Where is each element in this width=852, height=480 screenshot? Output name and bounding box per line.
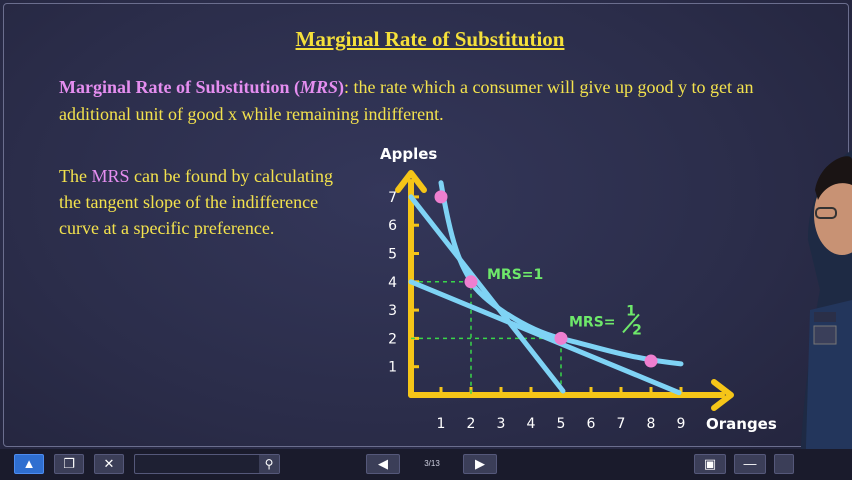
- y-tick-label: 4: [388, 275, 397, 291]
- minimize-button[interactable]: —: [734, 454, 766, 474]
- tools-button[interactable]: ✕: [94, 454, 124, 474]
- pin-button[interactable]: ▲: [14, 454, 44, 474]
- x-tick-label: 5: [557, 416, 566, 432]
- y-tick-label: 2: [388, 331, 397, 347]
- y-axis-arrow: [395, 170, 427, 193]
- x-tick-label: 4: [527, 416, 536, 432]
- definition-abbr: MRS: [300, 77, 339, 97]
- y-tick-label: 1: [388, 360, 397, 376]
- explanation-post: can be found by calculating the tangent …: [59, 166, 333, 238]
- tools-icon: ✕: [103, 456, 115, 471]
- x-tick-label: 7: [617, 416, 626, 432]
- presentation-toolbar: ▲ ❐ ✕ ⚲ ◀ 3/13 ▶ ▣ —: [0, 449, 852, 480]
- bundle-point: [554, 331, 568, 345]
- next-slide-button[interactable]: ▶: [463, 454, 497, 474]
- explanation-pre: The: [59, 166, 92, 186]
- windows-icon: ❐: [63, 456, 75, 471]
- search-input[interactable]: ⚲: [134, 454, 280, 474]
- mrs-half-fraction-bar: [622, 313, 640, 334]
- next-icon: ▶: [475, 456, 485, 471]
- y-tick-label: 6: [388, 218, 397, 234]
- prev-icon: ◀: [378, 456, 388, 471]
- y-tick-label: 7: [388, 190, 397, 206]
- tangent-line-mrs-1: [408, 194, 566, 394]
- x-tick-label: 9: [677, 416, 686, 432]
- definition-term: Marginal Rate of Substitution (: [59, 77, 301, 97]
- bundle-point: [434, 190, 448, 204]
- x-tick-label: 8: [647, 416, 656, 432]
- guide-line: [411, 337, 562, 395]
- windows-button[interactable]: ❐: [54, 454, 84, 474]
- y-tick-label: 5: [388, 247, 397, 263]
- indifference-curve: [438, 180, 684, 367]
- display-icon: ▣: [703, 456, 717, 471]
- mrs-half-denominator: 2: [632, 322, 642, 338]
- x-tick-label: 2: [467, 416, 476, 432]
- explanation-paragraph: The MRS can be found by calculating the …: [59, 163, 359, 241]
- definition-term-close: ): [338, 77, 345, 97]
- minimize-icon: —: [743, 456, 757, 471]
- display-button[interactable]: ▣: [694, 454, 726, 474]
- definition-text: : the rate which a consumer will give up…: [59, 77, 754, 124]
- x-axis-arrow: [711, 379, 734, 411]
- indifference-chart: Apples Oranges 1 2 3 4 5 6 7 8 91234567MRS=1MRS=…: [380, 145, 777, 433]
- mrs-label-half: MRS=: [569, 314, 616, 330]
- x-tick-label: 6: [587, 416, 596, 432]
- mrs-label-1: MRS=1: [487, 267, 543, 283]
- definition-paragraph: Marginal Rate of Substitution (MRS): the…: [59, 74, 829, 128]
- prev-slide-button[interactable]: ◀: [366, 454, 400, 474]
- mrs-half-numerator: 1: [626, 303, 636, 319]
- y-tick-label: 3: [388, 303, 397, 319]
- bundle-point: [464, 275, 478, 289]
- slide-title: Marginal Rate of Substitution: [295, 27, 565, 51]
- y-axis-label: Apples: [380, 145, 437, 163]
- x-tick-label: 1: [437, 416, 446, 432]
- bundle-point: [644, 354, 658, 368]
- x-axis-label: Oranges: [706, 415, 777, 433]
- page-indicator: 3/13: [424, 459, 440, 468]
- extra-button[interactable]: [774, 454, 794, 474]
- explanation-mrs: MRS: [91, 166, 130, 186]
- pin-icon: ▲: [22, 456, 36, 471]
- tangent-line-mrs-half: [408, 279, 682, 396]
- x-tick-label: 3: [497, 416, 506, 432]
- search-icon[interactable]: ⚲: [259, 455, 279, 473]
